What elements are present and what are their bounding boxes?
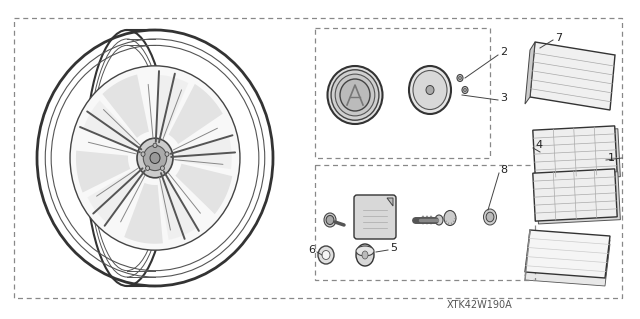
Ellipse shape: [150, 152, 160, 164]
Ellipse shape: [335, 74, 375, 116]
Text: 8: 8: [500, 165, 507, 175]
Polygon shape: [175, 164, 232, 214]
Ellipse shape: [324, 213, 336, 227]
Polygon shape: [90, 100, 138, 145]
Ellipse shape: [356, 244, 374, 266]
Text: 3: 3: [500, 93, 507, 103]
Polygon shape: [178, 153, 232, 169]
Polygon shape: [168, 84, 223, 144]
FancyBboxPatch shape: [354, 195, 396, 239]
Polygon shape: [525, 230, 610, 278]
Polygon shape: [533, 126, 617, 178]
Ellipse shape: [462, 86, 468, 93]
Polygon shape: [533, 169, 617, 221]
Polygon shape: [156, 75, 174, 135]
Ellipse shape: [318, 246, 334, 264]
Ellipse shape: [328, 66, 383, 124]
Polygon shape: [88, 169, 137, 211]
Polygon shape: [76, 151, 131, 192]
Text: 2: 2: [500, 47, 507, 57]
Ellipse shape: [331, 70, 379, 120]
Ellipse shape: [153, 143, 157, 148]
Text: 7: 7: [555, 33, 562, 43]
Polygon shape: [525, 234, 610, 282]
Ellipse shape: [322, 250, 330, 259]
Ellipse shape: [143, 145, 166, 171]
Polygon shape: [530, 42, 615, 110]
Ellipse shape: [165, 152, 169, 156]
Polygon shape: [102, 74, 149, 138]
Polygon shape: [525, 42, 535, 104]
Ellipse shape: [70, 66, 240, 250]
Ellipse shape: [409, 66, 451, 114]
Ellipse shape: [356, 246, 374, 256]
Ellipse shape: [413, 70, 447, 109]
Polygon shape: [177, 136, 232, 157]
Polygon shape: [164, 178, 197, 235]
Ellipse shape: [486, 212, 494, 222]
Text: 4: 4: [535, 140, 542, 150]
Ellipse shape: [161, 166, 164, 170]
Ellipse shape: [458, 76, 461, 80]
Ellipse shape: [326, 215, 334, 225]
Ellipse shape: [362, 251, 368, 259]
Polygon shape: [525, 238, 610, 286]
Polygon shape: [387, 198, 393, 206]
Ellipse shape: [483, 209, 497, 225]
Ellipse shape: [435, 215, 443, 225]
Ellipse shape: [141, 152, 145, 156]
Ellipse shape: [463, 88, 467, 92]
Polygon shape: [159, 180, 183, 240]
Ellipse shape: [340, 79, 370, 111]
Text: XTK42W190A: XTK42W190A: [447, 300, 513, 310]
Polygon shape: [83, 114, 135, 150]
Polygon shape: [96, 173, 140, 223]
Text: 1: 1: [608, 153, 615, 163]
Text: 5: 5: [390, 243, 397, 253]
Ellipse shape: [137, 138, 173, 178]
Text: 6: 6: [308, 245, 316, 255]
Polygon shape: [536, 172, 620, 224]
Ellipse shape: [426, 85, 434, 94]
Polygon shape: [161, 78, 188, 137]
Ellipse shape: [145, 166, 150, 170]
Ellipse shape: [457, 75, 463, 81]
Ellipse shape: [444, 211, 456, 226]
Polygon shape: [536, 129, 620, 181]
Polygon shape: [124, 183, 163, 244]
